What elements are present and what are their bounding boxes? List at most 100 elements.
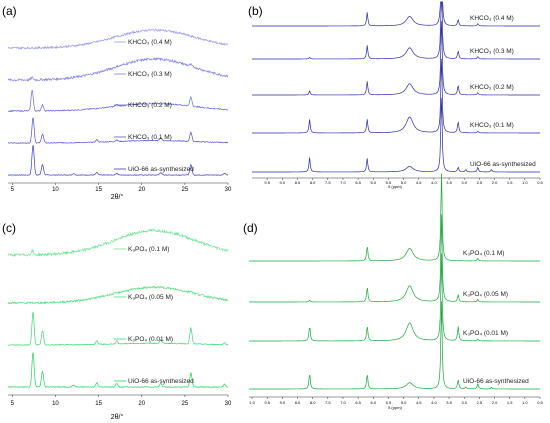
x-tick-label: 2.0 bbox=[492, 180, 498, 185]
series-line bbox=[7, 228, 229, 258]
x-tick-label: 8.5 bbox=[295, 400, 301, 405]
x-tick-label: 9.5 bbox=[264, 400, 270, 405]
series-line bbox=[252, 20, 540, 96]
series-label: K₃PO₄ (0.01 M) bbox=[463, 330, 508, 337]
x-axis-label: 2θ/° bbox=[111, 413, 124, 421]
series-label: K₃PO₄ (0.05 M) bbox=[128, 294, 173, 301]
panel-a: (a) 2θ/° bbox=[2, 4, 123, 201]
series-label: UiO-66 as-synthesized bbox=[470, 161, 536, 168]
series-line bbox=[7, 352, 229, 388]
series-label: KHCO₃ (0.3 M) bbox=[470, 48, 514, 55]
panel-d: (d) δ (ppm) bbox=[243, 221, 403, 410]
x-tick-label: 5.5 bbox=[386, 400, 392, 405]
x-tick-label: 25 bbox=[182, 401, 189, 407]
x-tick-label: 3.5 bbox=[446, 180, 452, 185]
x-tick-label: 30 bbox=[225, 187, 232, 193]
series-line bbox=[252, 1, 540, 60]
x-tick-label: 7.5 bbox=[325, 400, 331, 405]
x-tick-label: 6.0 bbox=[371, 400, 377, 405]
series-label: KHCO₃ (0.2 M) bbox=[470, 84, 514, 91]
series-label: UiO-66 as-synthesized bbox=[128, 378, 194, 385]
x-tick-label: 1.0 bbox=[522, 180, 528, 185]
x-tick-label: 20 bbox=[138, 187, 145, 193]
x-tick-label: 8.0 bbox=[310, 180, 316, 185]
x-tick-label: 5.0 bbox=[401, 400, 407, 405]
series-line bbox=[249, 173, 540, 262]
series-label: KHCO₃ (0.4 M) bbox=[128, 39, 172, 46]
series-label: KHCO₃ (0.4 M) bbox=[470, 15, 514, 22]
x-tick-label: 15 bbox=[95, 187, 102, 193]
x-tick-label: 0.5 bbox=[537, 180, 543, 185]
series-line bbox=[249, 301, 540, 390]
series-label: KHCO₃ (0.3 M) bbox=[128, 71, 172, 78]
series-line bbox=[7, 28, 229, 50]
series-line bbox=[7, 89, 229, 113]
series-label: KHCO₃ (0.2 M) bbox=[128, 102, 172, 109]
series-label: KHCO₃ (0.1 M) bbox=[470, 122, 514, 129]
series-line bbox=[252, 97, 540, 173]
series-line bbox=[7, 145, 229, 176]
x-tick-label: 2.5 bbox=[477, 400, 483, 405]
x-tick-label: 1.5 bbox=[507, 400, 513, 405]
panel-label: (d) bbox=[243, 221, 258, 235]
series-line bbox=[249, 253, 540, 342]
x-tick-label: 9.0 bbox=[280, 400, 286, 405]
x-tick-label: 4.0 bbox=[431, 400, 437, 405]
x-tick-label: 7.0 bbox=[340, 180, 346, 185]
series-label: K₃PO₄ (0.05 M) bbox=[463, 291, 508, 298]
series-line bbox=[7, 117, 229, 144]
series-line bbox=[252, 1, 540, 27]
series-label: UiO-66 as-synthesized bbox=[463, 378, 529, 385]
x-tick-label: 0.5 bbox=[537, 400, 543, 405]
x-tick-label: 3.0 bbox=[461, 400, 467, 405]
x-tick-label: 7.0 bbox=[340, 400, 346, 405]
x-tick-label: 10 bbox=[52, 187, 59, 193]
x-tick-label: 6.0 bbox=[370, 180, 376, 185]
series-line bbox=[252, 58, 540, 134]
x-tick-label: 5 bbox=[11, 187, 15, 193]
x-tick-label: 4.5 bbox=[416, 180, 422, 185]
panel-c: (c) 2θ/° bbox=[2, 221, 123, 421]
panel-label: (b) bbox=[248, 4, 263, 18]
x-tick-label: 6.5 bbox=[355, 400, 361, 405]
x-tick-label: 5 bbox=[11, 401, 15, 407]
x-tick-label: 1.5 bbox=[507, 180, 513, 185]
series-label: K₃PO₄ (0.01 M) bbox=[128, 336, 173, 343]
x-tick-label: 25 bbox=[182, 187, 189, 193]
x-tick-label: 9.0 bbox=[280, 180, 286, 185]
series-line bbox=[7, 56, 229, 82]
x-tick-label: 5.5 bbox=[386, 180, 392, 185]
x-tick-label: 3.0 bbox=[461, 180, 467, 185]
x-tick-label: 8.0 bbox=[310, 400, 316, 405]
x-tick-label: 30 bbox=[225, 401, 232, 407]
x-tick-label: 20 bbox=[138, 401, 145, 407]
series-label: K₃PO₄ (0.1 M) bbox=[463, 250, 504, 257]
x-tick-label: 10 bbox=[52, 401, 59, 407]
x-axis-label: δ (ppm) bbox=[388, 184, 402, 189]
x-tick-label: 1.0 bbox=[249, 400, 255, 405]
x-tick-label: 8.5 bbox=[295, 180, 301, 185]
series-line bbox=[249, 214, 540, 303]
panel-label: (a) bbox=[2, 4, 17, 18]
x-tick-label: 5.0 bbox=[401, 180, 407, 185]
panel-b: (b) δ (ppm) bbox=[248, 4, 403, 189]
x-tick-label: 4.5 bbox=[416, 400, 422, 405]
series-line bbox=[7, 311, 229, 346]
series-line bbox=[7, 285, 229, 305]
panel-label: (c) bbox=[2, 221, 16, 235]
x-tick-label: 2.5 bbox=[477, 180, 483, 185]
x-tick-label: 4.0 bbox=[431, 180, 437, 185]
x-tick-label: 6.5 bbox=[355, 180, 361, 185]
series-label: UiO-66 as-synthesized bbox=[128, 166, 194, 173]
series-label: K₃PO₄ (0.1 M) bbox=[128, 246, 169, 253]
x-tick-label: 3.5 bbox=[446, 400, 452, 405]
x-tick-label: 15 bbox=[95, 401, 102, 407]
series-label: KHCO₃ (0.1 M) bbox=[128, 134, 172, 141]
x-tick-label: 2.0 bbox=[492, 400, 498, 405]
x-tick-label: 9.5 bbox=[264, 180, 270, 185]
x-tick-label: 1.0 bbox=[522, 400, 528, 405]
x-tick-label: 7.5 bbox=[325, 180, 331, 185]
x-axis-label: δ (ppm) bbox=[388, 405, 402, 410]
x-axis-label: 2θ/° bbox=[111, 193, 124, 201]
